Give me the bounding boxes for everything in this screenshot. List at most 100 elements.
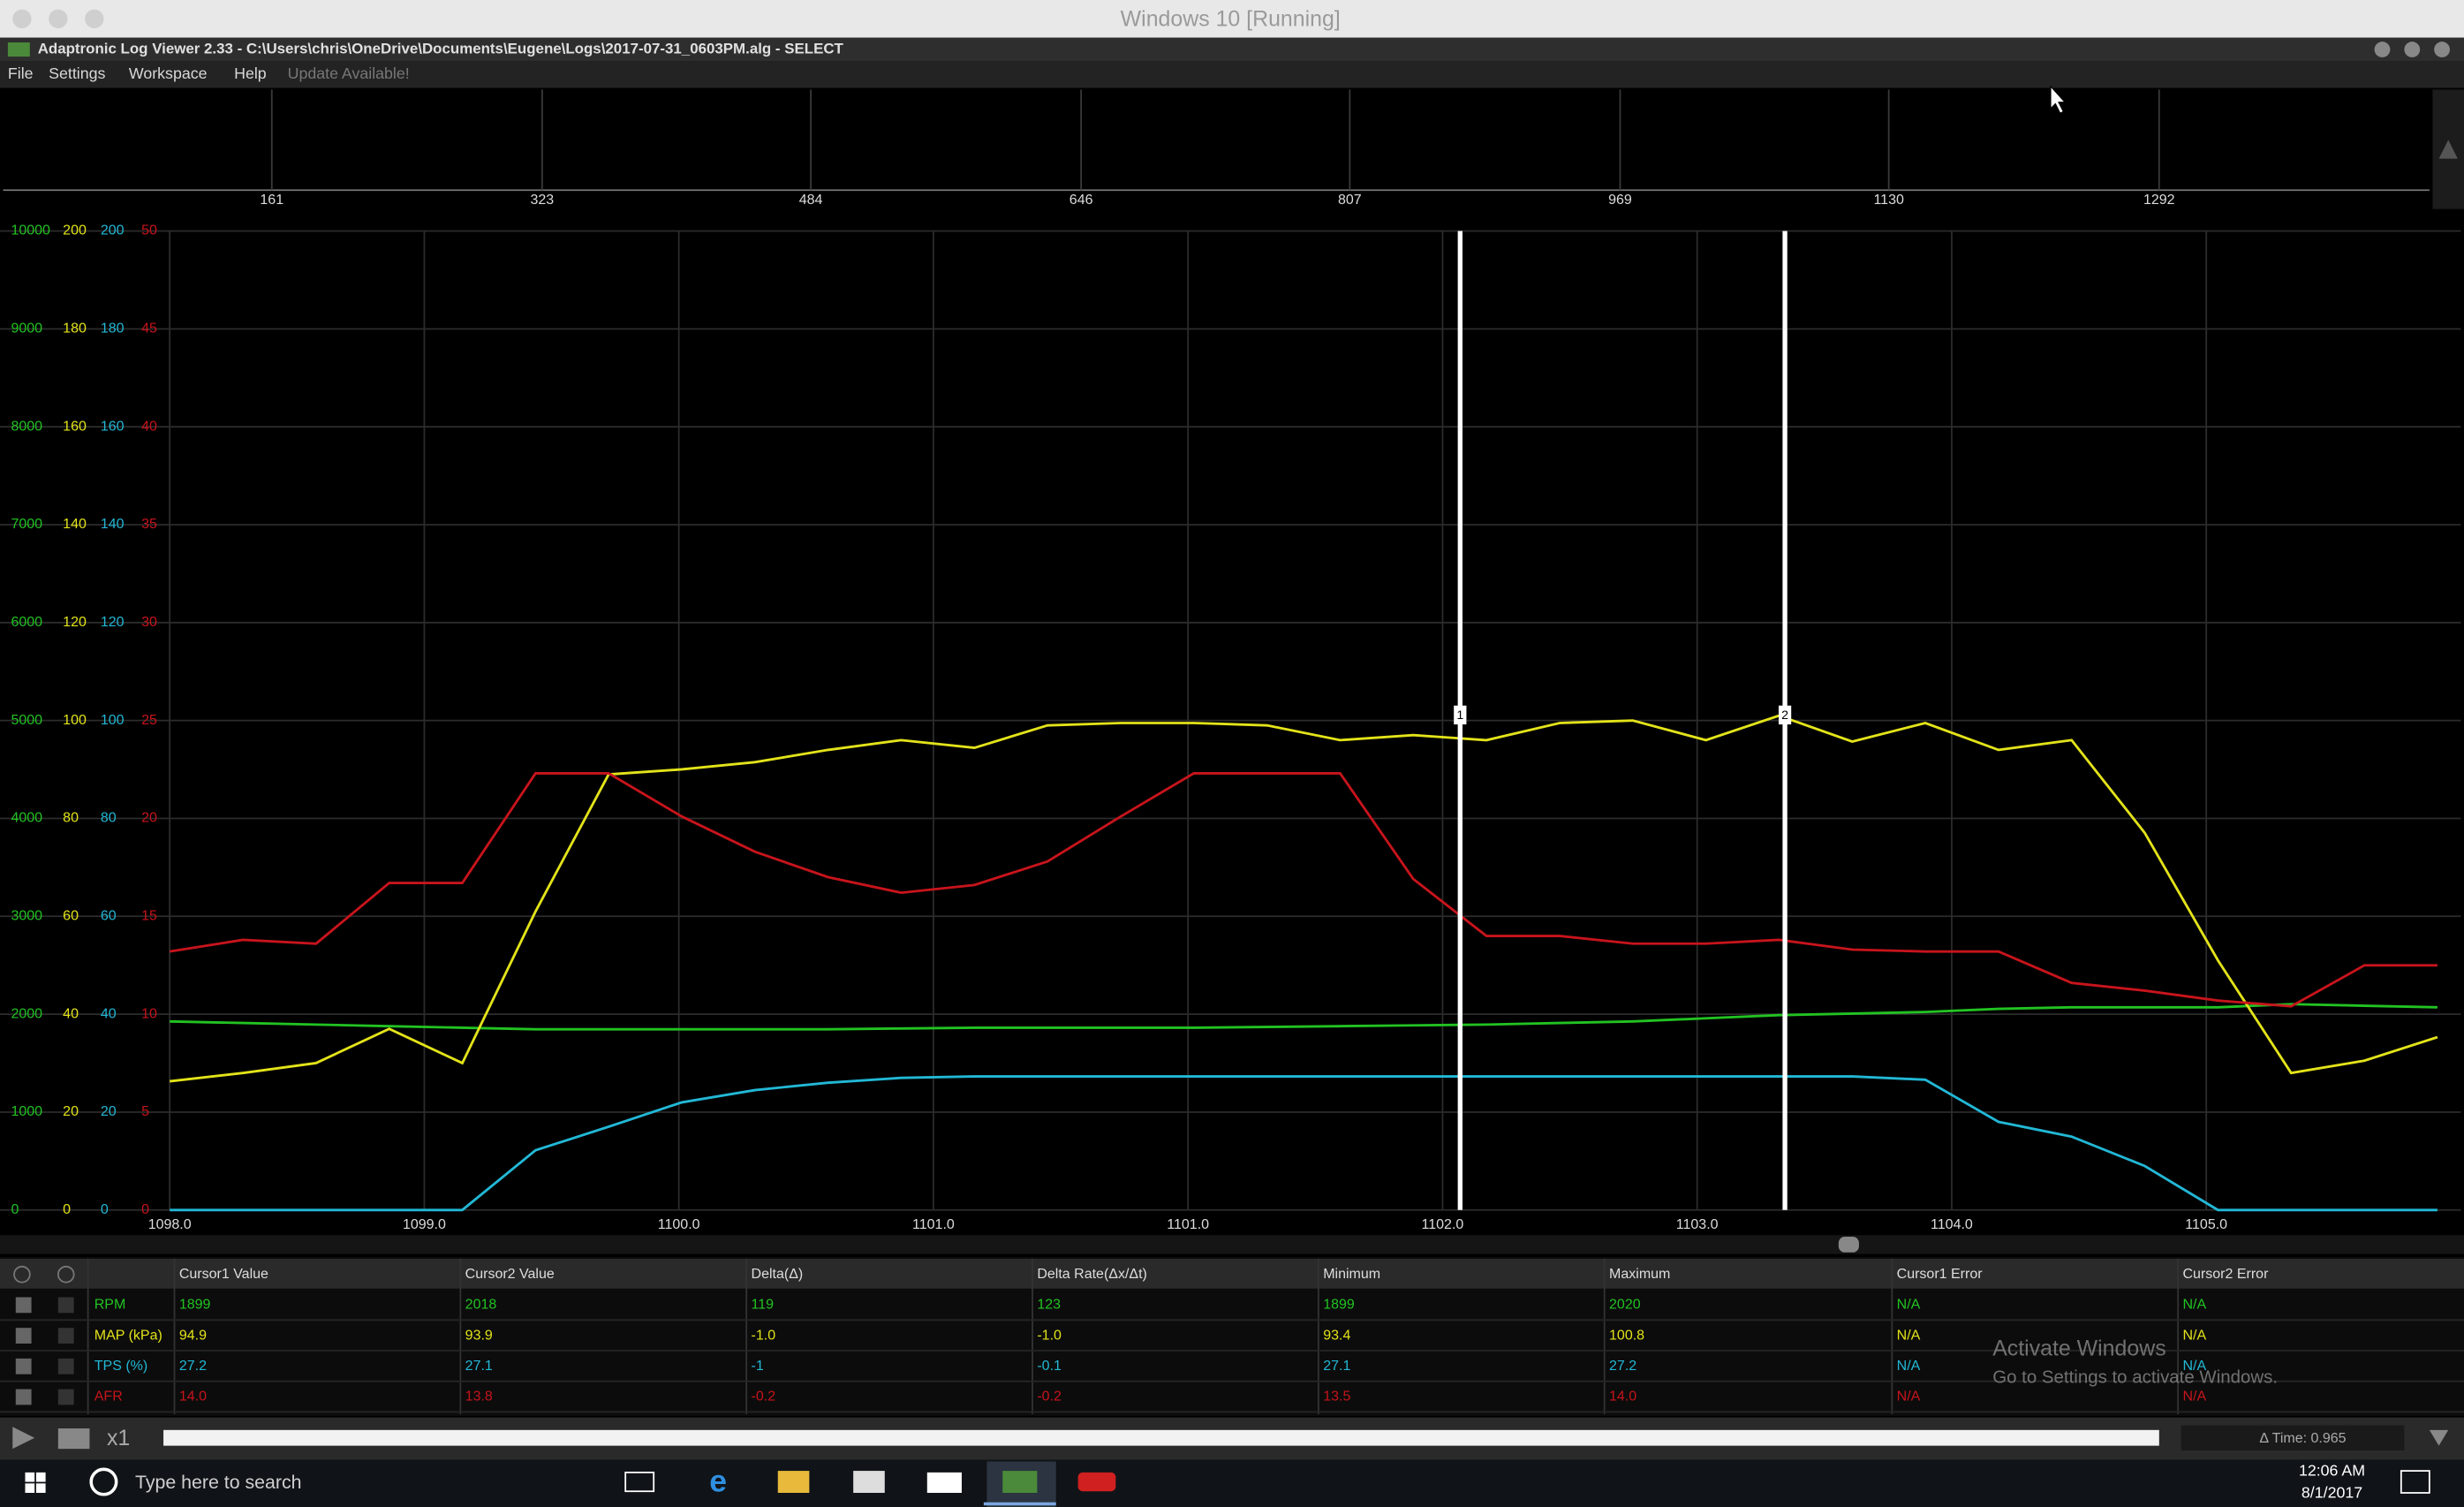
y-tick-label: 200 [101,223,125,239]
row-target[interactable] [57,1358,74,1374]
y-tick-label: 120 [101,615,125,630]
scroll-thumb[interactable] [1838,1237,1859,1253]
menu-item[interactable]: Update Available! [288,64,410,82]
adaptronic-icon[interactable] [1077,1472,1116,1492]
app-icon [7,42,30,57]
y-tick-label: 40 [63,1006,79,1021]
menu-item[interactable]: File [8,64,34,82]
column-header: Minimum [1323,1267,1380,1282]
y-tick-label: 30 [141,615,157,630]
y-tick-label: 160 [101,419,125,434]
close-dot[interactable] [12,9,32,29]
y-tick-label: 100 [101,713,125,728]
store-icon[interactable] [853,1471,885,1493]
cell: 14.0 [1609,1390,1636,1405]
menu-item[interactable]: Settings [49,64,105,82]
row-target[interactable] [57,1328,74,1344]
overview-tick-label: 1292 [2143,193,2175,208]
overview-tick-label: 646 [1069,193,1093,208]
clock-time: 12:06 AM [2299,1462,2365,1480]
x-tick-label: 1101.0 [1167,1217,1209,1232]
row-target[interactable] [57,1297,74,1314]
y-tick-label: 60 [63,909,79,924]
h-scrollbar[interactable] [0,1235,2464,1254]
column-header: Cursor2 Error [2182,1267,2269,1282]
y-tick-label: 60 [101,909,117,924]
cell: 1899 [179,1298,211,1313]
task-view[interactable] [624,1471,655,1493]
column-header: Cursor1 Value [179,1267,268,1282]
y-tick-label: 40 [141,419,157,434]
cell: -0.2 [1037,1390,1062,1405]
y-tick-label: 4000 [11,811,42,826]
search-box[interactable]: Type here to search [135,1472,302,1493]
start-button[interactable] [25,1472,46,1493]
cell: N/A [1897,1359,1921,1374]
table-header [0,1258,2464,1289]
row-checkbox[interactable] [15,1389,32,1405]
scroll-arrow[interactable] [2438,140,2458,159]
menubar [0,61,2464,88]
cortana-icon[interactable] [89,1467,118,1496]
row-checkbox[interactable] [15,1328,32,1344]
overview-tick-label: 161 [260,193,283,208]
delta-time: Δ Time: 0.965 [2259,1431,2346,1446]
expand-button[interactable] [2429,1429,2449,1446]
window-title: Windows 10 [Running] [1121,7,1341,32]
column-header: Cursor1 Error [1897,1267,1984,1282]
mail-icon[interactable] [926,1472,962,1493]
min-button[interactable] [2374,42,2391,57]
y-tick-label: 8000 [11,419,42,434]
cell: N/A [1897,1328,1921,1343]
close-button[interactable] [2434,42,2450,57]
clock-date: 8/1/2017 [2301,1484,2362,1502]
cell: 100.8 [1609,1328,1644,1343]
cell: 119 [752,1298,775,1313]
row-name: MAP (kPa) [94,1328,163,1343]
cell: 93.9 [465,1328,493,1343]
cell: 2018 [465,1298,497,1313]
column-header: Cursor2 Value [465,1267,555,1282]
progress-bar[interactable] [163,1429,2159,1446]
cell: 123 [1037,1298,1061,1313]
delta-time-box [2181,1425,2405,1450]
y-tick-label: 0 [141,1202,149,1217]
menu-item[interactable]: Workspace [129,64,208,82]
row-checkbox[interactable] [15,1297,32,1314]
y-tick-label: 15 [141,909,157,924]
x-tick-label: 1103.0 [1676,1217,1719,1232]
stop-button[interactable] [57,1428,90,1450]
cell: N/A [1897,1390,1921,1405]
column-header: Delta Rate(Δx/Δt) [1037,1267,1147,1282]
menu-item[interactable]: Help [234,64,267,82]
cell: 1899 [1323,1298,1355,1313]
cursor-flag [1778,705,1792,725]
explorer-icon[interactable] [777,1471,810,1493]
cell: 93.4 [1323,1328,1350,1343]
cursor-label: 2 [1781,708,1788,723]
row-checkbox[interactable] [15,1358,32,1374]
overview-tick-label: 969 [1608,193,1632,208]
x-tick-label: 1101.0 [912,1217,955,1232]
y-tick-label: 160 [63,419,87,434]
y-tick-label: 0 [101,1202,109,1217]
x-tick-label: 1102.0 [1422,1217,1464,1232]
x-tick-label: 1104.0 [1931,1217,1973,1232]
notification-icon[interactable] [2400,1470,2430,1494]
overview-tick-label: 484 [799,193,823,208]
y-tick-label: 80 [101,811,117,826]
app-title: Adaptronic Log Viewer 2.33 - C:\Users\ch… [38,41,844,57]
play-button[interactable] [12,1427,35,1450]
zoom-dot[interactable] [85,9,104,29]
max-button[interactable] [2404,42,2421,57]
y-tick-label: 35 [141,517,157,532]
y-tick-label: 20 [63,1104,79,1119]
y-tick-label: 0 [11,1202,19,1217]
overview [0,87,2464,211]
taskbar [0,1459,2464,1507]
speed-label[interactable]: x1 [107,1426,130,1450]
row-target[interactable] [57,1389,74,1405]
minimize-dot[interactable] [49,9,68,29]
series-line [170,1075,2438,1212]
edge-icon[interactable]: e [709,1464,727,1499]
